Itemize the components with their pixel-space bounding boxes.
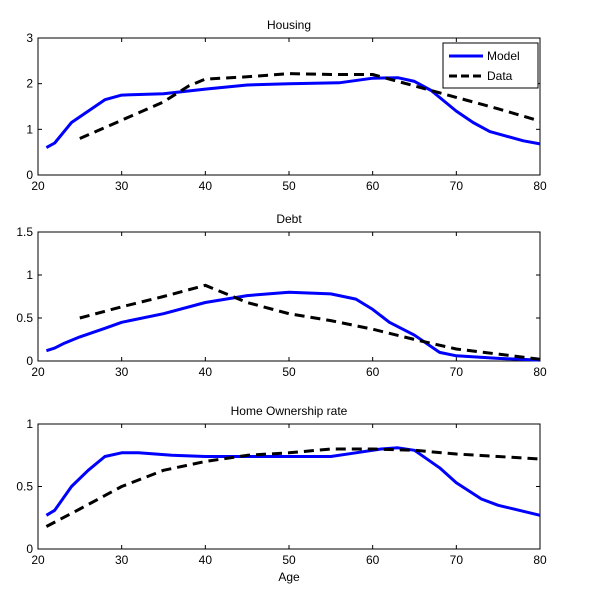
- subplot-3: Home Ownership rate 20 30 40 50 60 70 80 0 0.5 1 Ag…: [16, 404, 547, 584]
- x-tick-label: 80: [533, 553, 547, 567]
- data-series-line: [45, 447, 541, 528]
- x-tick-label: 60: [366, 553, 380, 567]
- y-tick-label: 0: [26, 354, 33, 368]
- y-tick-label: 0: [26, 542, 33, 556]
- x-tick-label: 50: [282, 179, 296, 193]
- subplot-1: Housing 20 30 40 50 60 70 80 0 1 2 3 Model Data: [26, 18, 547, 193]
- subplot-title: Debt: [276, 212, 302, 226]
- x-tick-label: 50: [282, 365, 296, 379]
- y-tick-label: 1: [26, 417, 33, 431]
- y-tick-label: 0.5: [16, 311, 33, 325]
- subplot-title: Home Ownership rate: [231, 404, 348, 418]
- x-tick-label: 70: [450, 553, 464, 567]
- x-axis-label: Age: [278, 570, 300, 584]
- x-tick-label: 60: [366, 365, 380, 379]
- x-tick-label: 60: [366, 179, 380, 193]
- subplot-2: Debt 20 30 40 50 60 70 80 0 0.5 1 1.5: [16, 212, 547, 379]
- data-series-line: [79, 72, 541, 140]
- x-tick-label: 40: [199, 553, 213, 567]
- y-tick-label: 2: [26, 77, 33, 91]
- y-tick-label: 0.5: [16, 480, 33, 494]
- y-tick-label: 1: [26, 268, 33, 282]
- model-series-line: [45, 76, 541, 149]
- model-series-line: [45, 290, 541, 362]
- x-tick-label: 70: [450, 365, 464, 379]
- legend-label: Model: [487, 49, 520, 63]
- x-tick-label: 40: [199, 365, 213, 379]
- subplot-title: Housing: [267, 18, 311, 32]
- x-tick-label: 20: [31, 179, 45, 193]
- x-tick-label: 30: [115, 553, 129, 567]
- x-tick-label: 40: [199, 179, 213, 193]
- legend-label: Data: [487, 69, 513, 83]
- legend-box: [442, 42, 539, 89]
- x-tick-label: 30: [115, 365, 129, 379]
- y-tick-label: 1: [26, 122, 33, 136]
- plot-area: [37, 231, 541, 362]
- x-tick-label: 80: [533, 179, 547, 193]
- x-tick-label: 20: [31, 553, 45, 567]
- x-tick-label: 80: [533, 365, 547, 379]
- x-tick-label: 50: [282, 553, 296, 567]
- model-series-line: [45, 446, 541, 517]
- x-tick-label: 30: [115, 179, 129, 193]
- y-tick-label: 1.5: [16, 225, 33, 239]
- legend: Model Data: [442, 42, 539, 89]
- y-tick-label: 3: [26, 31, 33, 45]
- x-tick-label: 70: [450, 179, 464, 193]
- y-tick-label: 0: [26, 168, 33, 182]
- x-tick-label: 20: [31, 365, 45, 379]
